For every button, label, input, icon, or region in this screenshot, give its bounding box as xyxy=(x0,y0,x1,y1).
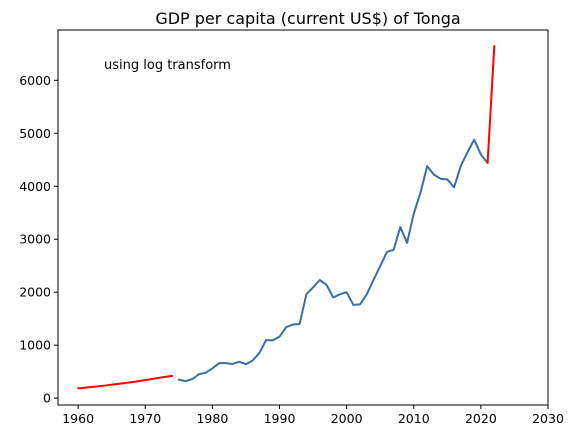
x-tick-label: 1960 xyxy=(62,411,94,426)
y-tick-label: 4000 xyxy=(19,179,51,194)
series-line-estimated-0 xyxy=(77,374,174,390)
y-tick-label: 0 xyxy=(43,391,51,406)
y-tick-label: 1000 xyxy=(19,338,51,353)
series-line-estimated-2 xyxy=(486,44,496,164)
x-axis: 1960 1970 1980 1990 2000 2010 2020 2030 xyxy=(62,405,564,426)
x-tick-label: 2010 xyxy=(398,411,430,426)
x-tick-label: 1970 xyxy=(129,411,161,426)
y-tick-label: 6000 xyxy=(19,73,51,88)
y-tick-label: 2000 xyxy=(19,285,51,300)
x-tick-label: 2030 xyxy=(532,411,564,426)
chart-title: GDP per capita (current US$) of Tonga xyxy=(155,9,460,28)
y-axis: 0 1000 2000 3000 4000 5000 6000 xyxy=(19,73,58,406)
plot-frame xyxy=(57,29,549,406)
plot-lines xyxy=(77,44,496,390)
series-line-actual-1 xyxy=(177,138,489,383)
log-transform-annotation: using log transform xyxy=(104,58,231,73)
x-tick-label: 1980 xyxy=(196,411,228,426)
y-tick-label: 3000 xyxy=(19,232,51,247)
x-tick-label: 2020 xyxy=(465,411,497,426)
x-tick-label: 1990 xyxy=(264,411,296,426)
x-tick-label: 2000 xyxy=(331,411,363,426)
y-tick-label: 5000 xyxy=(19,126,51,141)
